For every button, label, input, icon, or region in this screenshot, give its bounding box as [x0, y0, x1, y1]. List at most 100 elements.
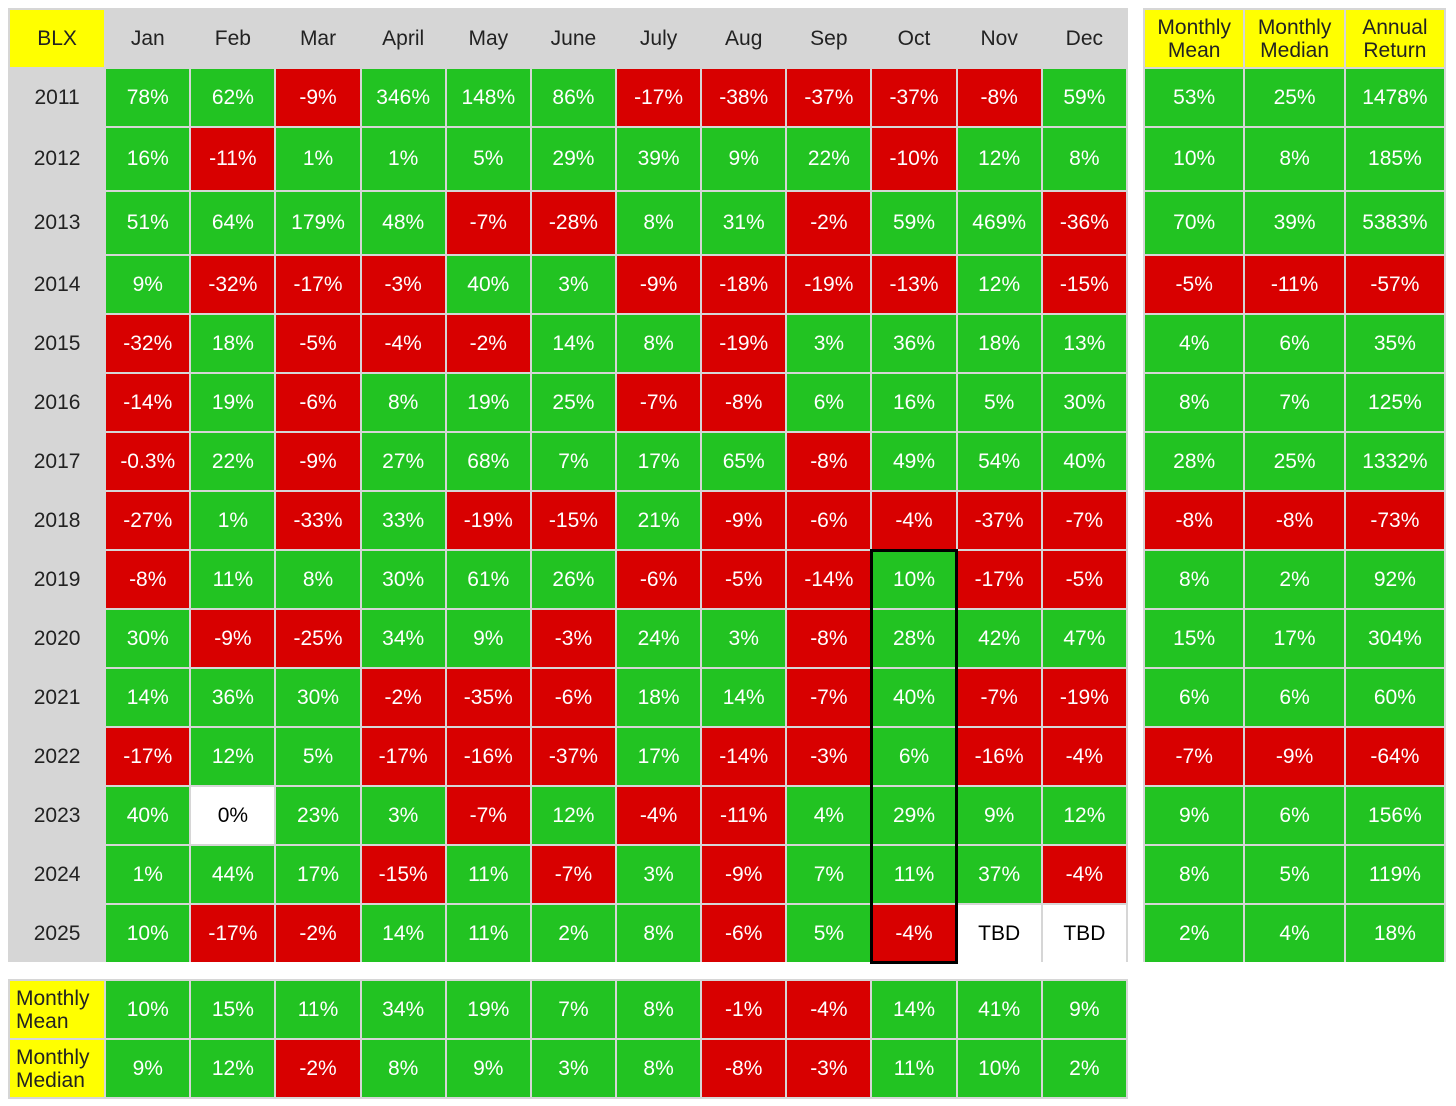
return-cell-2024-april: -15% [361, 846, 445, 903]
summary-row-2014: -5% -11% -57% [1145, 256, 1444, 313]
return-cell-2016-nov: 5% [957, 374, 1041, 431]
median-cell-2016: 7% [1245, 374, 1344, 431]
year-row-2015: 2015 -32% 18% -5% -4% -2% 14% 8% -19% 3% 36% 18% 13% [10, 315, 1126, 372]
return-cell-2016-sep: 6% [787, 374, 871, 431]
return-cell-2017-feb: 22% [191, 433, 275, 490]
return-cell-2014-feb: -32% [191, 256, 275, 313]
return-cell-2012-feb: -11% [191, 128, 275, 190]
summary-row-2018: -8% -8% -73% [1145, 492, 1444, 549]
return-cell-2011-nov: -8% [957, 69, 1041, 126]
year-label: 2012 [10, 128, 105, 190]
return-cell-2025-may: 11% [446, 905, 530, 962]
return-cell-2019-july: -6% [617, 551, 701, 608]
return-cell-2015-mar: -5% [276, 315, 360, 372]
return-cell-2016-april: 8% [361, 374, 445, 431]
return-cell-2020-april: 34% [361, 610, 445, 667]
return-cell-2019-may: 61% [446, 551, 530, 608]
return-cell-2023-april: 3% [361, 787, 445, 844]
return-cell-2021-oct: 40% [872, 669, 956, 726]
return-cell-2012-sep: 22% [787, 128, 871, 190]
return-cell-2023-feb: 0% [191, 787, 275, 844]
annual-summary-table: Monthly Mean Monthly Median Annual Retur… [1143, 8, 1446, 962]
return-cell-2024-mar: 17% [276, 846, 360, 903]
return-cell-2017-sep: -8% [787, 433, 871, 490]
summary-row-2012: 10% 8% 185% [1145, 128, 1444, 190]
annual-return-cell-2024: 119% [1345, 846, 1444, 903]
return-cell-2020-june: -3% [531, 610, 616, 667]
month-header-aug: Aug [702, 10, 786, 67]
return-cell-2024-may: 11% [446, 846, 530, 903]
monthly-median-cell-dec: 2% [1042, 1040, 1126, 1097]
return-cell-2011-oct: -37% [872, 69, 956, 126]
return-cell-2016-dec: 30% [1042, 374, 1126, 431]
return-cell-2014-oct: -13% [872, 256, 956, 313]
month-header-oct: Oct [872, 10, 956, 67]
return-cell-2019-sep: -14% [787, 551, 871, 608]
median-cell-2020: 17% [1245, 610, 1344, 667]
return-cell-2022-jan: -17% [106, 728, 190, 785]
return-cell-2024-dec: -4% [1042, 846, 1126, 903]
mean-cell-2022: -7% [1145, 728, 1244, 785]
return-cell-2019-dec: -5% [1042, 551, 1126, 608]
monthly-mean-cell-jan: 10% [106, 981, 190, 1038]
median-cell-2013: 39% [1245, 192, 1344, 254]
summary-row-2023: 9% 6% 156% [1145, 787, 1444, 844]
median-cell-2015: 6% [1245, 315, 1344, 372]
annual-return-cell-2020: 304% [1345, 610, 1444, 667]
mean-cell-2020: 15% [1145, 610, 1244, 667]
return-cell-2021-april: -2% [361, 669, 445, 726]
return-cell-2012-july: 39% [617, 128, 701, 190]
return-cell-2011-dec: 59% [1042, 69, 1126, 126]
return-cell-2020-mar: -25% [276, 610, 360, 667]
return-cell-2015-nov: 18% [957, 315, 1041, 372]
summary-row-2021: 6% 6% 60% [1145, 669, 1444, 726]
summary-row-2019: 8% 2% 92% [1145, 551, 1444, 608]
year-row-2012: 2012 16% -11% 1% 1% 5% 29% 39% 9% 22% -10% 12% 8% [10, 128, 1126, 190]
return-cell-2024-july: 3% [617, 846, 701, 903]
return-cell-2023-july: -4% [617, 787, 701, 844]
return-cell-2023-mar: 23% [276, 787, 360, 844]
year-label: 2016 [10, 374, 105, 431]
return-cell-2016-feb: 19% [191, 374, 275, 431]
monthly-mean-cell-nov: 41% [957, 981, 1041, 1038]
median-cell-2011: 25% [1245, 69, 1344, 126]
annual-return-cell-2014: -57% [1345, 256, 1444, 313]
return-cell-2025-oct: -4% [872, 905, 956, 962]
return-cell-2018-mar: -33% [276, 492, 360, 549]
return-cell-2018-oct: -4% [872, 492, 956, 549]
annual-return-header: Annual Return [1345, 10, 1444, 67]
median-cell-2017: 25% [1245, 433, 1344, 490]
median-cell-2012: 8% [1245, 128, 1344, 190]
return-cell-2015-may: -2% [446, 315, 530, 372]
return-cell-2025-aug: -6% [702, 905, 786, 962]
year-label: 2023 [10, 787, 105, 844]
return-cell-2018-nov: -37% [957, 492, 1041, 549]
year-row-2013: 2013 51% 64% 179% 48% -7% -28% 8% 31% -2% 59% 469% -… [10, 192, 1126, 254]
return-cell-2015-dec: 13% [1042, 315, 1126, 372]
annual-return-cell-2011: 1478% [1345, 69, 1444, 126]
return-cell-2016-jan: -14% [106, 374, 190, 431]
monthly-mean-cell-feb: 15% [191, 981, 275, 1038]
annual-return-cell-2021: 60% [1345, 669, 1444, 726]
year-label: 2020 [10, 610, 105, 667]
monthly-median-cell-july: 8% [617, 1040, 701, 1097]
return-cell-2021-dec: -19% [1042, 669, 1126, 726]
annual-return-cell-2018: -73% [1345, 492, 1444, 549]
return-cell-2025-sep: 5% [787, 905, 871, 962]
return-cell-2021-june: -6% [531, 669, 616, 726]
year-row-2014: 2014 9% -32% -17% -3% 40% 3% -9% -18% -19% -13% 12%… [10, 256, 1126, 313]
return-cell-2014-may: 40% [446, 256, 530, 313]
year-label: 2019 [10, 551, 105, 608]
return-cell-2025-mar: -2% [276, 905, 360, 962]
monthly-mean-cell-july: 8% [617, 981, 701, 1038]
month-header-may: May [446, 10, 530, 67]
return-cell-2015-aug: -19% [702, 315, 786, 372]
return-cell-2021-feb: 36% [191, 669, 275, 726]
summary-row-2020: 15% 17% 304% [1145, 610, 1444, 667]
return-cell-2017-aug: 65% [702, 433, 786, 490]
return-cell-2021-jan: 14% [106, 669, 190, 726]
mean-cell-2025: 2% [1145, 905, 1244, 962]
month-header-mar: Mar [276, 10, 360, 67]
return-cell-2022-june: -37% [531, 728, 616, 785]
return-cell-2015-june: 14% [531, 315, 616, 372]
